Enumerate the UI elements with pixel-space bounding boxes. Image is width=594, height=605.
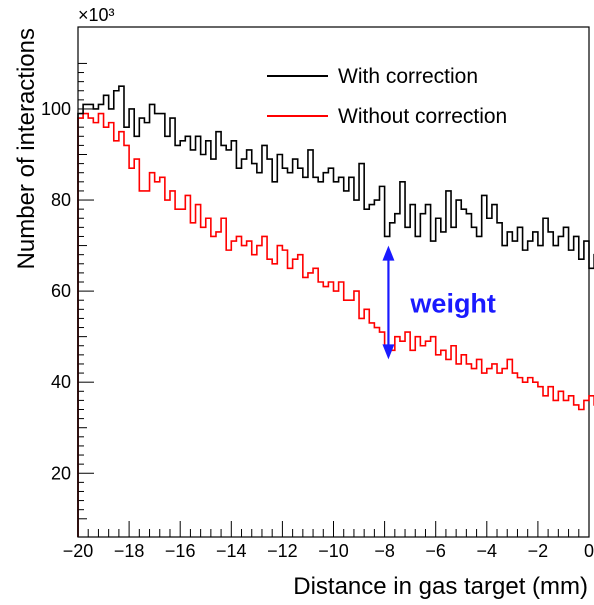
legend-label-with-correction: With correction bbox=[338, 65, 478, 88]
series-with-correction bbox=[77, 85, 594, 537]
y-tick-label: 40 bbox=[51, 372, 71, 392]
y-tick-label: 60 bbox=[51, 281, 71, 301]
weight-label: weight bbox=[409, 288, 496, 318]
y-tick-label: 20 bbox=[51, 463, 71, 483]
x-tick-label: −16 bbox=[165, 541, 196, 561]
x-tick-label: −4 bbox=[477, 541, 498, 561]
y-axis-title: Number of interactions bbox=[13, 28, 40, 269]
x-tick-label: −2 bbox=[528, 541, 549, 561]
x-tick-label: −12 bbox=[267, 541, 298, 561]
x-ticks: −20 −18 −16 −14 −12 −10 −8 −6 −4 −2 0 bbox=[63, 521, 594, 561]
x-tick-label: −8 bbox=[374, 541, 395, 561]
y-multiplier-label: ×10³ bbox=[78, 5, 115, 25]
series-without-correction bbox=[77, 112, 594, 537]
legend-label-without-correction: Without correction bbox=[338, 105, 507, 128]
series-layer bbox=[77, 85, 594, 537]
y-tick-label: 100 bbox=[41, 99, 71, 119]
y-tick-label: 80 bbox=[51, 190, 71, 210]
x-tick-label: 0 bbox=[584, 541, 594, 561]
x-tick-label: −14 bbox=[216, 541, 247, 561]
weight-arrow-head-up bbox=[382, 245, 395, 261]
x-tick-label: −18 bbox=[114, 541, 145, 561]
x-tick-label: −6 bbox=[425, 541, 446, 561]
y-ticks: 20 40 60 80 100 bbox=[41, 62, 94, 520]
x-tick-label: −20 bbox=[63, 541, 94, 561]
x-tick-label: −10 bbox=[318, 541, 349, 561]
weight-annotation: weight bbox=[382, 245, 496, 360]
weight-arrow-head-down bbox=[382, 344, 395, 360]
x-axis-title: Distance in gas target (mm) bbox=[293, 573, 588, 600]
legend: With correction Without correction bbox=[267, 65, 507, 128]
